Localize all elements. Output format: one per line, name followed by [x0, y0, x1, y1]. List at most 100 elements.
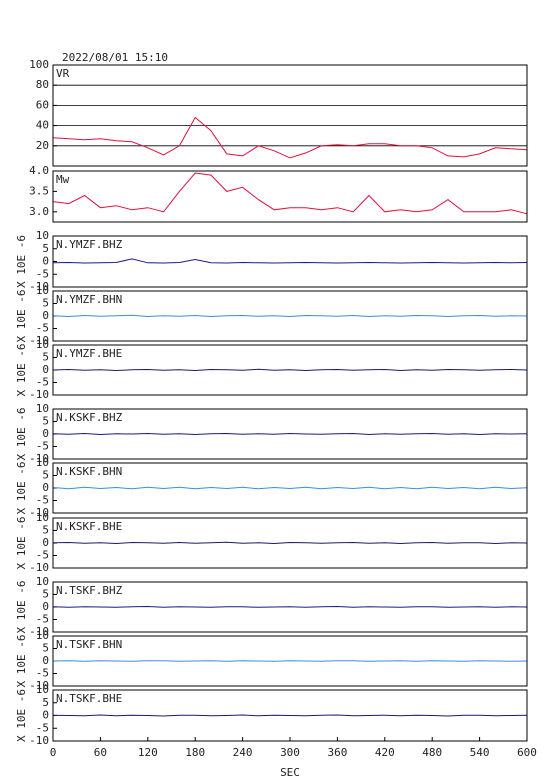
y-tick-label: -5	[36, 549, 49, 562]
panel-label: N.KSKF.BHZ	[56, 411, 123, 424]
data-line	[52, 258, 528, 264]
y-tick-label: -5	[36, 440, 49, 453]
panel-label: N.TSKF.BHE	[56, 692, 122, 705]
y-tick-label: -10	[29, 679, 49, 692]
y-tick-label: 3.0	[29, 205, 49, 218]
x-tick-label: 360	[327, 746, 347, 759]
panel-frame	[52, 462, 528, 514]
y-tick-label: 0	[42, 654, 49, 667]
y-tick-label: -10	[29, 280, 49, 293]
y-tick-label: -5	[36, 322, 49, 335]
y-axis-label: X 10E -6	[15, 517, 28, 570]
data-line	[52, 486, 528, 490]
y-tick-label: 5	[42, 642, 49, 655]
y-axis-label: X 10E -6	[15, 635, 28, 688]
y-tick-label: 0	[42, 536, 49, 549]
y-tick-label: -5	[36, 376, 49, 389]
x-tick-label: 180	[185, 746, 205, 759]
y-tick-label: -5	[36, 494, 49, 507]
y-tick-label: 10	[36, 456, 49, 469]
y-tick-label: 4.0	[29, 164, 49, 177]
panel-frame	[52, 170, 528, 223]
panel-label: N.KSKF.BHN	[56, 465, 122, 478]
panel-label: Mw	[56, 173, 70, 186]
panel-frame	[52, 581, 528, 633]
y-tick-label: 0	[42, 709, 49, 722]
data-line	[52, 541, 528, 545]
y-tick-label: -10	[29, 561, 49, 574]
y-tick-label: 40	[36, 119, 49, 132]
y-tick-label: -10	[29, 734, 49, 747]
y-tick-label: -5	[36, 613, 49, 626]
x-tick-label: 240	[233, 746, 253, 759]
y-tick-label: 10	[36, 338, 49, 351]
y-axis-label: X 10E -6	[15, 689, 28, 742]
y-tick-label: 100	[29, 58, 49, 71]
panel-frame	[52, 517, 528, 569]
y-tick-label: 10	[36, 575, 49, 588]
panel-frame	[52, 235, 528, 288]
panel-frame	[52, 408, 528, 460]
y-tick-label: -5	[36, 721, 49, 734]
data-line	[52, 172, 528, 215]
data-line	[52, 368, 528, 372]
panel-frame	[52, 344, 528, 396]
y-tick-label: 10	[36, 511, 49, 524]
x-tick-label: 60	[94, 746, 107, 759]
panel-label: N.YMZF.BHZ	[56, 238, 123, 251]
y-tick-label: 0	[42, 427, 49, 440]
y-axis-label: X 10E -6	[15, 408, 28, 461]
y-tick-label: -10	[29, 506, 49, 519]
chart-title: 2022/08/01 15:10	[62, 51, 168, 64]
x-tick-label: 120	[138, 746, 158, 759]
y-tick-label: 5	[42, 469, 49, 482]
y-axis-label: X 10E -6	[15, 290, 28, 343]
y-tick-label: 0	[42, 363, 49, 376]
data-line	[52, 432, 528, 436]
y-tick-label: 60	[36, 98, 49, 111]
panel-label: N.KSKF.BHE	[56, 520, 122, 533]
x-axis-label: SEC	[280, 766, 300, 779]
panel-frame	[52, 64, 528, 167]
y-axis-label: X 10E -6	[15, 235, 28, 288]
panel-label: N.YMZF.BHN	[56, 293, 122, 306]
y-tick-label: 0	[42, 309, 49, 322]
data-line	[52, 605, 528, 608]
x-tick-label: 0	[50, 746, 57, 759]
y-axis-label: X 10E -6	[15, 581, 28, 634]
data-line	[52, 314, 528, 318]
y-tick-label: 80	[36, 78, 49, 91]
y-tick-label: 5	[42, 242, 49, 255]
y-tick-label: 0	[42, 481, 49, 494]
data-line	[52, 660, 528, 662]
y-axis-label: X 10E -6	[15, 344, 28, 397]
data-line	[52, 714, 528, 717]
y-tick-label: -10	[29, 388, 49, 401]
panel-label: N.YMZF.BHE	[56, 347, 122, 360]
y-tick-label: 10	[36, 683, 49, 696]
panel-label: N.TSKF.BHZ	[56, 584, 123, 597]
y-tick-label: 5	[42, 588, 49, 601]
y-tick-label: 5	[42, 415, 49, 428]
y-tick-label: -5	[36, 267, 49, 280]
y-tick-label: 5	[42, 524, 49, 537]
panel-label: N.TSKF.BHN	[56, 638, 122, 651]
y-tick-label: 10	[36, 402, 49, 415]
x-tick-label: 480	[422, 746, 442, 759]
y-tick-label: -10	[29, 625, 49, 638]
y-tick-label: -5	[36, 667, 49, 680]
y-tick-label: 0	[42, 255, 49, 268]
y-tick-label: 5	[42, 696, 49, 709]
panel-label: VR	[56, 67, 70, 80]
y-tick-label: -10	[29, 334, 49, 347]
y-tick-label: 10	[36, 284, 49, 297]
y-tick-label: 5	[42, 297, 49, 310]
y-tick-label: 0	[42, 600, 49, 613]
y-tick-label: 10	[36, 229, 49, 242]
y-axis-label: X 10E -6	[15, 462, 28, 515]
y-tick-label: 3.5	[29, 184, 49, 197]
x-tick-label: 300	[280, 746, 300, 759]
x-tick-label: 420	[375, 746, 395, 759]
